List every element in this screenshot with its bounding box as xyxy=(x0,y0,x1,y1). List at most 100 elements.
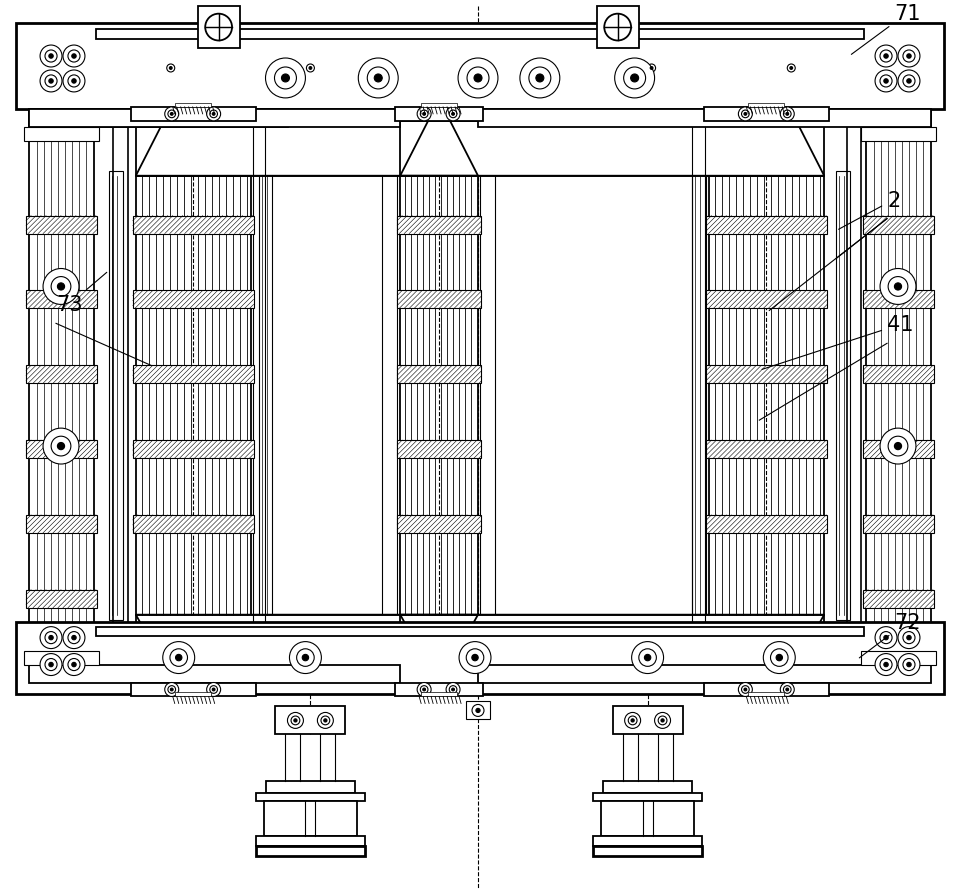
Bar xyxy=(863,366,934,384)
Circle shape xyxy=(738,108,753,122)
Circle shape xyxy=(167,65,175,73)
Bar xyxy=(863,590,934,608)
Circle shape xyxy=(446,683,460,696)
Bar xyxy=(175,693,210,696)
Circle shape xyxy=(888,277,908,297)
Bar xyxy=(132,291,253,309)
Circle shape xyxy=(281,75,290,83)
Circle shape xyxy=(650,68,653,71)
Circle shape xyxy=(206,683,221,696)
Circle shape xyxy=(459,642,491,674)
Bar xyxy=(131,108,255,122)
Circle shape xyxy=(49,636,53,640)
Circle shape xyxy=(744,688,747,691)
Circle shape xyxy=(614,59,655,99)
Circle shape xyxy=(374,75,382,83)
Bar xyxy=(24,128,99,141)
Circle shape xyxy=(418,683,431,696)
Bar xyxy=(396,683,483,696)
Circle shape xyxy=(907,662,911,667)
Bar xyxy=(466,702,490,720)
Bar xyxy=(592,793,703,801)
Bar xyxy=(592,836,703,846)
Circle shape xyxy=(903,659,915,670)
Bar xyxy=(705,683,829,696)
Bar xyxy=(421,693,457,696)
Circle shape xyxy=(903,76,915,88)
Circle shape xyxy=(888,436,908,457)
Bar xyxy=(861,651,936,665)
Circle shape xyxy=(165,683,179,696)
Circle shape xyxy=(291,716,300,725)
Bar xyxy=(707,515,828,533)
Circle shape xyxy=(898,627,920,649)
Circle shape xyxy=(659,716,667,725)
Circle shape xyxy=(655,713,670,729)
Bar xyxy=(26,366,97,384)
Circle shape xyxy=(520,59,560,99)
Circle shape xyxy=(786,114,789,116)
Bar xyxy=(266,781,355,793)
Bar xyxy=(132,441,253,459)
Text: 71: 71 xyxy=(852,4,921,55)
Circle shape xyxy=(49,662,53,667)
Bar xyxy=(863,216,934,234)
Circle shape xyxy=(631,719,635,722)
Circle shape xyxy=(40,627,62,649)
Bar xyxy=(175,104,210,108)
Circle shape xyxy=(880,428,916,465)
Circle shape xyxy=(771,649,788,667)
Circle shape xyxy=(165,108,179,122)
Circle shape xyxy=(472,704,484,717)
Circle shape xyxy=(302,654,308,661)
Bar xyxy=(480,172,495,620)
Bar xyxy=(26,441,97,459)
Circle shape xyxy=(68,659,80,670)
Circle shape xyxy=(318,713,333,729)
Bar xyxy=(421,104,457,108)
Circle shape xyxy=(58,283,64,291)
Circle shape xyxy=(45,659,57,670)
Bar xyxy=(397,291,481,309)
Bar xyxy=(396,108,483,122)
Text: 72: 72 xyxy=(859,612,921,658)
Circle shape xyxy=(422,688,425,691)
Circle shape xyxy=(903,51,915,63)
Bar xyxy=(478,110,931,128)
Circle shape xyxy=(880,51,892,63)
Circle shape xyxy=(783,686,791,694)
Bar xyxy=(400,176,478,615)
Bar xyxy=(26,216,97,234)
Bar xyxy=(263,801,357,836)
Text: 41: 41 xyxy=(762,315,914,370)
Bar xyxy=(592,846,703,856)
Circle shape xyxy=(884,80,888,84)
Circle shape xyxy=(212,114,215,116)
Circle shape xyxy=(72,80,76,84)
Circle shape xyxy=(72,662,76,667)
Circle shape xyxy=(898,71,920,93)
Bar xyxy=(258,172,273,620)
Circle shape xyxy=(294,719,297,722)
Bar xyxy=(836,172,851,620)
Circle shape xyxy=(43,428,79,465)
Bar xyxy=(612,706,683,735)
Circle shape xyxy=(72,55,76,59)
Circle shape xyxy=(644,654,651,661)
Circle shape xyxy=(884,662,888,667)
Circle shape xyxy=(45,76,57,88)
Circle shape xyxy=(780,683,794,696)
Bar xyxy=(707,291,828,309)
Bar xyxy=(397,515,481,533)
Circle shape xyxy=(476,709,480,713)
Circle shape xyxy=(907,55,911,59)
Circle shape xyxy=(876,46,897,68)
Circle shape xyxy=(884,636,888,640)
Circle shape xyxy=(169,68,172,71)
Bar xyxy=(707,216,828,234)
Circle shape xyxy=(783,111,791,119)
Circle shape xyxy=(895,443,901,451)
Circle shape xyxy=(324,719,327,722)
Circle shape xyxy=(624,68,646,89)
Circle shape xyxy=(266,59,305,99)
